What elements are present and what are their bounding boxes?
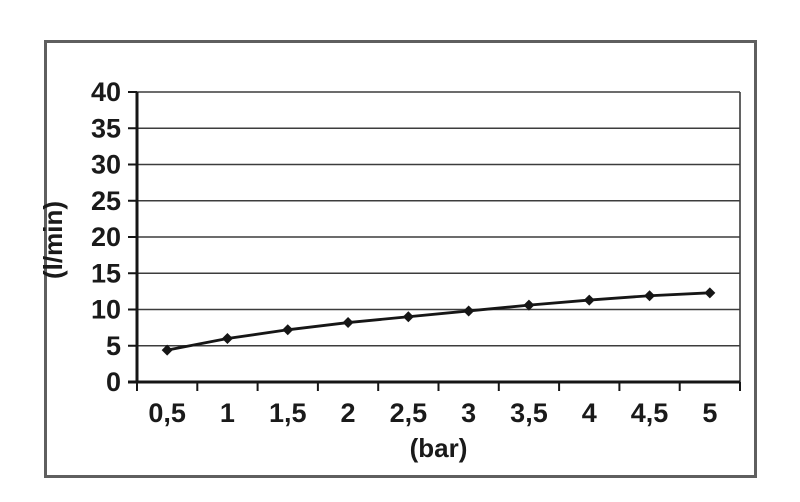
data-point-marker	[704, 287, 716, 299]
y-tick-label: 25	[91, 186, 121, 216]
x-tick-label: 5	[702, 398, 717, 428]
x-tick-label: 2	[341, 398, 356, 428]
data-point-marker	[282, 324, 294, 336]
y-tick-label: 35	[91, 113, 121, 143]
chart-border-frame	[44, 40, 757, 478]
y-axis-title: (l/min)	[38, 201, 68, 279]
x-tick-label: 1,5	[269, 398, 307, 428]
data-point-marker	[221, 333, 233, 344]
y-tick-label: 30	[91, 150, 121, 180]
y-tick-label: 40	[91, 77, 121, 107]
x-tick-label: 1	[220, 398, 235, 428]
y-tick-label: 20	[91, 222, 121, 252]
x-tick-label: 3	[461, 398, 476, 428]
data-point-marker	[342, 317, 354, 329]
y-tick-label: 10	[91, 295, 121, 325]
x-axis-title: (bar)	[410, 433, 468, 463]
x-tick-label: 4	[582, 398, 597, 428]
x-tick-label: 0,5	[148, 398, 186, 428]
data-point-marker	[402, 311, 414, 323]
x-tick-label: 2,5	[390, 398, 428, 428]
data-point-marker	[583, 294, 595, 306]
x-tick-label: 3,5	[510, 398, 548, 428]
series-line	[166, 291, 710, 352]
data-point-marker	[523, 299, 535, 311]
data-point-marker	[644, 290, 656, 302]
data-point-marker	[161, 344, 173, 356]
x-tick-label: 4,5	[631, 398, 669, 428]
y-tick-label: 15	[91, 258, 121, 288]
data-point-marker	[463, 305, 475, 317]
y-tick-label: 5	[106, 331, 121, 361]
y-tick-label: 0	[106, 367, 121, 397]
